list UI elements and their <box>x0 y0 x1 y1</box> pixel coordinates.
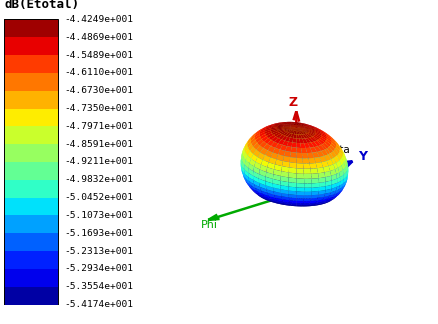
Text: dB(Etotal): dB(Etotal) <box>4 0 79 11</box>
Bar <box>4 73 58 91</box>
Text: -5.3554e+001: -5.3554e+001 <box>64 282 133 291</box>
Bar <box>4 287 58 305</box>
Bar <box>4 55 58 73</box>
Bar <box>4 233 58 251</box>
Text: -5.2934e+001: -5.2934e+001 <box>64 264 133 273</box>
Text: -4.7350e+001: -4.7350e+001 <box>64 104 133 113</box>
Text: -4.8591e+001: -4.8591e+001 <box>64 140 133 149</box>
Bar <box>4 19 58 37</box>
Text: -5.2313e+001: -5.2313e+001 <box>64 247 133 256</box>
Text: -4.6110e+001: -4.6110e+001 <box>64 68 133 77</box>
Bar <box>4 269 58 287</box>
Text: -4.6730e+001: -4.6730e+001 <box>64 86 133 95</box>
Bar <box>4 91 58 109</box>
Text: -4.9832e+001: -4.9832e+001 <box>64 175 133 184</box>
Bar <box>4 144 58 162</box>
Text: -4.7971e+001: -4.7971e+001 <box>64 122 133 131</box>
Text: -4.4249e+001: -4.4249e+001 <box>64 15 133 24</box>
Bar <box>4 198 58 215</box>
Bar <box>4 180 58 198</box>
Bar <box>4 251 58 269</box>
Bar <box>4 126 58 144</box>
Bar <box>4 162 58 180</box>
Text: -4.4869e+001: -4.4869e+001 <box>64 33 133 42</box>
Bar <box>4 37 58 55</box>
Text: -5.1693e+001: -5.1693e+001 <box>64 229 133 238</box>
Text: -5.1073e+001: -5.1073e+001 <box>64 211 133 220</box>
Text: -5.4174e+001: -5.4174e+001 <box>64 300 133 309</box>
Text: -4.9211e+001: -4.9211e+001 <box>64 157 133 167</box>
Bar <box>4 109 58 126</box>
Bar <box>4 215 58 233</box>
Bar <box>4 19 58 305</box>
Text: -4.5489e+001: -4.5489e+001 <box>64 51 133 60</box>
Text: -5.0452e+001: -5.0452e+001 <box>64 193 133 202</box>
